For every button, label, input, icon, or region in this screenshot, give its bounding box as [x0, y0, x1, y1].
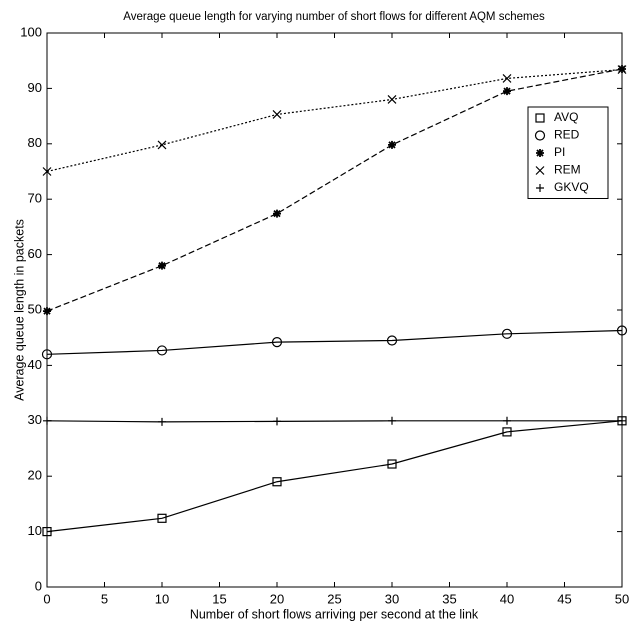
legend-label: REM: [554, 163, 581, 177]
marker: [387, 95, 397, 104]
y-tick-label: 20: [28, 468, 42, 483]
y-tick-label: 80: [28, 135, 42, 150]
marker: [536, 184, 544, 192]
marker: [502, 427, 512, 437]
marker: [42, 526, 52, 537]
x-tick-label: 15: [212, 591, 226, 606]
x-tick-label: 35: [442, 591, 456, 606]
y-tick-label: 60: [28, 246, 42, 261]
y-tick-label: 50: [28, 301, 42, 316]
marker: [158, 417, 166, 426]
x-tick-label: 25: [327, 591, 341, 606]
x-tick-label: 5: [101, 591, 108, 606]
marker: [535, 166, 545, 175]
x-tick-label: 0: [43, 591, 50, 606]
marker: [41, 349, 53, 360]
series-line: [46, 329, 623, 355]
y-tick-label: 10: [28, 523, 42, 538]
marker: [271, 337, 283, 348]
y-tick-label: 90: [28, 80, 42, 95]
x-tick-label: 40: [500, 591, 514, 606]
series-line: [46, 420, 623, 533]
marker: [387, 459, 397, 469]
x-tick-label: 50: [615, 591, 629, 606]
x-tick-label: 45: [557, 591, 571, 606]
marker: [536, 149, 544, 157]
chart-title: Average queue length for varying number …: [123, 11, 545, 23]
legend-label: GKVQ: [554, 180, 589, 194]
marker: [616, 325, 628, 336]
marker: [535, 113, 545, 123]
legend-label: PI: [554, 145, 565, 159]
y-tick-label: 40: [28, 357, 42, 372]
marker: [273, 417, 281, 426]
marker: [503, 87, 511, 96]
x-axis-label: Number of short flows arriving per secon…: [190, 607, 479, 621]
marker: [273, 209, 281, 218]
x-tick-label: 30: [385, 591, 399, 606]
legend-label: RED: [554, 128, 580, 142]
legend-label: AVQ: [554, 110, 578, 124]
marker: [617, 65, 627, 74]
marker: [534, 130, 546, 141]
y-tick-label: 0: [35, 578, 42, 593]
marker: [158, 261, 166, 270]
legend: AVQ RED PI REM GKVQ: [527, 106, 609, 199]
marker: [157, 140, 167, 150]
series-line: [46, 420, 622, 423]
series-line: [46, 68, 623, 173]
marker: [272, 477, 282, 487]
marker: [43, 307, 51, 316]
x-tick-label: 20: [270, 591, 284, 606]
marker: [386, 335, 398, 346]
marker: [388, 416, 396, 425]
y-tick-label: 100: [20, 24, 42, 39]
marker: [618, 416, 626, 425]
x-tick-label: 10: [155, 591, 169, 606]
y-axis-label: Average queue length in packets: [12, 219, 26, 401]
marker: [503, 416, 511, 425]
series-line: [46, 68, 623, 312]
marker: [157, 513, 167, 523]
y-tick-label: 30: [28, 412, 42, 427]
marker: [388, 140, 396, 149]
marker: [502, 74, 512, 83]
marker: [43, 416, 51, 425]
y-tick-label: 70: [28, 191, 42, 206]
marker: [501, 328, 513, 339]
marker: [272, 110, 282, 119]
marker: [42, 167, 52, 176]
marker: [156, 345, 168, 356]
